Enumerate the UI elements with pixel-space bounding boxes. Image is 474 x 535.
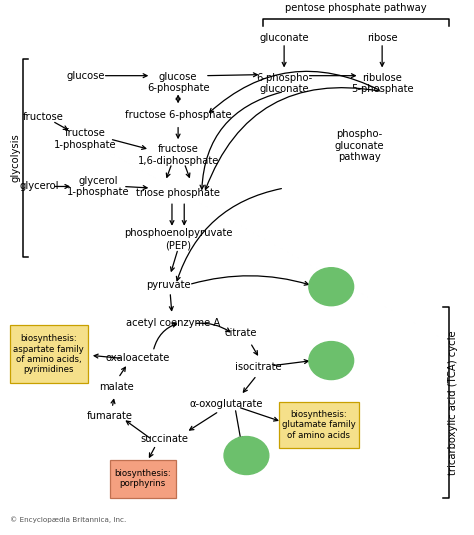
Text: citrate: citrate xyxy=(225,328,257,338)
Text: CO₂: CO₂ xyxy=(236,450,257,461)
Text: tricarboxylic acid (TCA) cycle: tricarboxylic acid (TCA) cycle xyxy=(448,330,458,475)
Text: ribulose
5-phosphate: ribulose 5-phosphate xyxy=(351,73,413,94)
Text: α-oxoglutarate: α-oxoglutarate xyxy=(190,399,264,409)
Text: succinate: succinate xyxy=(140,434,188,444)
Text: fructose: fructose xyxy=(22,112,64,122)
Text: ribose: ribose xyxy=(367,33,397,43)
Text: triose phosphate: triose phosphate xyxy=(136,188,220,198)
Text: fructose 6-phosphate: fructose 6-phosphate xyxy=(125,110,231,120)
Text: phosphoenolpyruvate
(PEP): phosphoenolpyruvate (PEP) xyxy=(124,228,232,250)
Text: biosynthesis:
porphyrins: biosynthesis: porphyrins xyxy=(114,469,171,488)
Text: glycerol
1-phosphate: glycerol 1-phosphate xyxy=(67,175,129,197)
Ellipse shape xyxy=(309,341,354,379)
Text: fructose
1-phosphate: fructose 1-phosphate xyxy=(54,128,117,150)
FancyBboxPatch shape xyxy=(279,402,358,448)
Text: acetyl coenzyme A: acetyl coenzyme A xyxy=(126,318,220,327)
Ellipse shape xyxy=(309,268,354,305)
Text: © Encyclopædia Britannica, Inc.: © Encyclopædia Britannica, Inc. xyxy=(10,516,126,523)
Text: oxaloacetate: oxaloacetate xyxy=(106,354,170,363)
Text: glycolysis: glycolysis xyxy=(10,133,20,182)
Text: 6-phospho-
gluconate: 6-phospho- gluconate xyxy=(256,73,312,94)
Text: phospho-
gluconate
pathway: phospho- gluconate pathway xyxy=(335,129,384,163)
FancyBboxPatch shape xyxy=(110,460,176,498)
Text: gluconate: gluconate xyxy=(259,33,309,43)
Text: glycerol: glycerol xyxy=(19,181,59,192)
Ellipse shape xyxy=(224,437,269,475)
Text: CO₂: CO₂ xyxy=(320,282,342,292)
Text: glucose
6-phosphate: glucose 6-phosphate xyxy=(147,72,210,93)
Text: fructose
1,6-diphosphate: fructose 1,6-diphosphate xyxy=(137,144,219,166)
Text: biosynthesis:
aspartate family
of amino acids,
pyrimidines: biosynthesis: aspartate family of amino … xyxy=(13,334,84,374)
Text: pyruvate: pyruvate xyxy=(146,280,191,289)
Text: biosynthesis:
glutamate family
of amino acids: biosynthesis: glutamate family of amino … xyxy=(282,410,356,440)
Text: isocitrate: isocitrate xyxy=(235,362,282,372)
FancyBboxPatch shape xyxy=(10,325,88,383)
Text: glucose: glucose xyxy=(66,71,104,81)
Text: fumarate: fumarate xyxy=(87,411,133,422)
Text: CO₂: CO₂ xyxy=(320,356,342,365)
Text: pentose phosphate pathway: pentose phosphate pathway xyxy=(285,3,427,13)
Text: malate: malate xyxy=(100,382,134,392)
